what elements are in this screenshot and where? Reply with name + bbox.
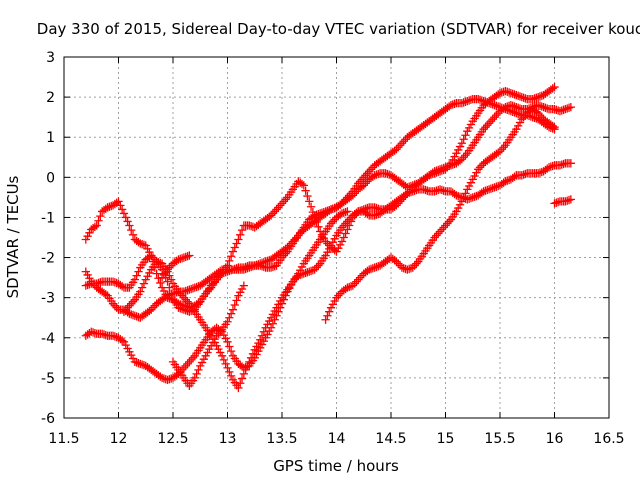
y-tick-label: -4 — [41, 331, 55, 347]
x-axis-ticks: 11.5 12 12.5 13 13.5 14 14.5 15 15.5 16 16.5 — [48, 57, 625, 447]
data-point-marker — [299, 181, 308, 190]
data-point-marker — [306, 202, 316, 211]
x-tick-label: 12.5 — [157, 431, 188, 447]
series-track-9 — [550, 195, 575, 208]
data-point-marker — [301, 186, 310, 195]
data-point-marker — [228, 305, 238, 314]
data-point-marker — [225, 256, 234, 266]
data-point-marker — [314, 222, 323, 231]
x-axis-label: GPS time / hours — [273, 457, 399, 475]
x-tick-label: 12 — [110, 431, 128, 447]
data-point-marker — [303, 191, 312, 201]
data-point-marker — [230, 300, 239, 310]
series-track-7 — [168, 281, 248, 391]
x-tick-label: 11.5 — [48, 431, 79, 447]
data-point-marker — [566, 159, 575, 168]
data-point-marker — [234, 235, 243, 244]
series-track-8 — [321, 104, 559, 324]
data-point-marker — [96, 211, 105, 221]
data-point-marker — [156, 278, 165, 288]
data-point-marker — [236, 379, 245, 388]
data-point-marker — [223, 337, 232, 346]
data-point-marker — [225, 342, 234, 351]
y-tick-label: -1 — [41, 210, 55, 226]
y-tick-label: -5 — [41, 371, 55, 387]
data-point-marker — [127, 225, 136, 235]
y-tick-label: -2 — [41, 251, 55, 267]
x-tick-label: 15.5 — [484, 431, 515, 447]
y-tick-label: -3 — [41, 291, 55, 307]
y-axis-label: SDTVAR / TECUs — [4, 175, 22, 298]
series-track-3 — [81, 100, 575, 322]
data-point-marker — [239, 281, 248, 290]
x-tick-label: 14.5 — [375, 431, 406, 447]
data-point-marker — [125, 221, 134, 230]
data-point-marker — [236, 230, 245, 239]
data-point-marker — [237, 225, 247, 235]
series-track-4 — [81, 82, 559, 385]
data-point-marker — [550, 82, 559, 92]
data-series — [81, 82, 575, 393]
y-tick-label: 0 — [46, 170, 55, 186]
y-tick-label: 3 — [46, 50, 55, 66]
x-tick-label: 13 — [219, 431, 237, 447]
y-tick-label: 2 — [46, 90, 55, 106]
x-tick-label: 14 — [328, 431, 346, 447]
data-point-marker — [92, 221, 101, 230]
y-axis-ticks: -6 -5 -4 -3 -2 -1 0 1 2 3 — [41, 50, 609, 427]
x-tick-label: 13.5 — [266, 431, 297, 447]
data-point-marker — [185, 251, 194, 260]
x-tick-label: 15 — [437, 431, 455, 447]
data-point-marker — [566, 195, 575, 204]
data-point-marker — [550, 123, 559, 132]
series-track-6 — [157, 251, 194, 282]
data-point-marker — [94, 216, 103, 225]
data-point-marker — [226, 346, 236, 356]
x-tick-label: 16 — [546, 431, 564, 447]
y-tick-label: -6 — [41, 411, 55, 427]
data-point-marker — [165, 283, 174, 292]
data-point-marker — [152, 269, 161, 278]
data-point-marker — [305, 197, 314, 206]
data-point-marker — [226, 252, 236, 261]
data-point-marker — [154, 274, 163, 283]
data-point-marker — [237, 374, 247, 383]
data-point-marker — [128, 230, 138, 239]
data-point-marker — [308, 207, 318, 217]
data-point-marker — [566, 102, 575, 112]
chart-title: Day 330 of 2015, Sidereal Day-to-day VTE… — [37, 20, 640, 38]
data-point-marker — [234, 383, 243, 393]
series-track-2 — [81, 159, 575, 316]
x-tick-label: 16.5 — [593, 431, 624, 447]
data-point-marker — [232, 296, 241, 305]
data-point-marker — [343, 207, 352, 216]
y-tick-label: 1 — [46, 130, 55, 146]
